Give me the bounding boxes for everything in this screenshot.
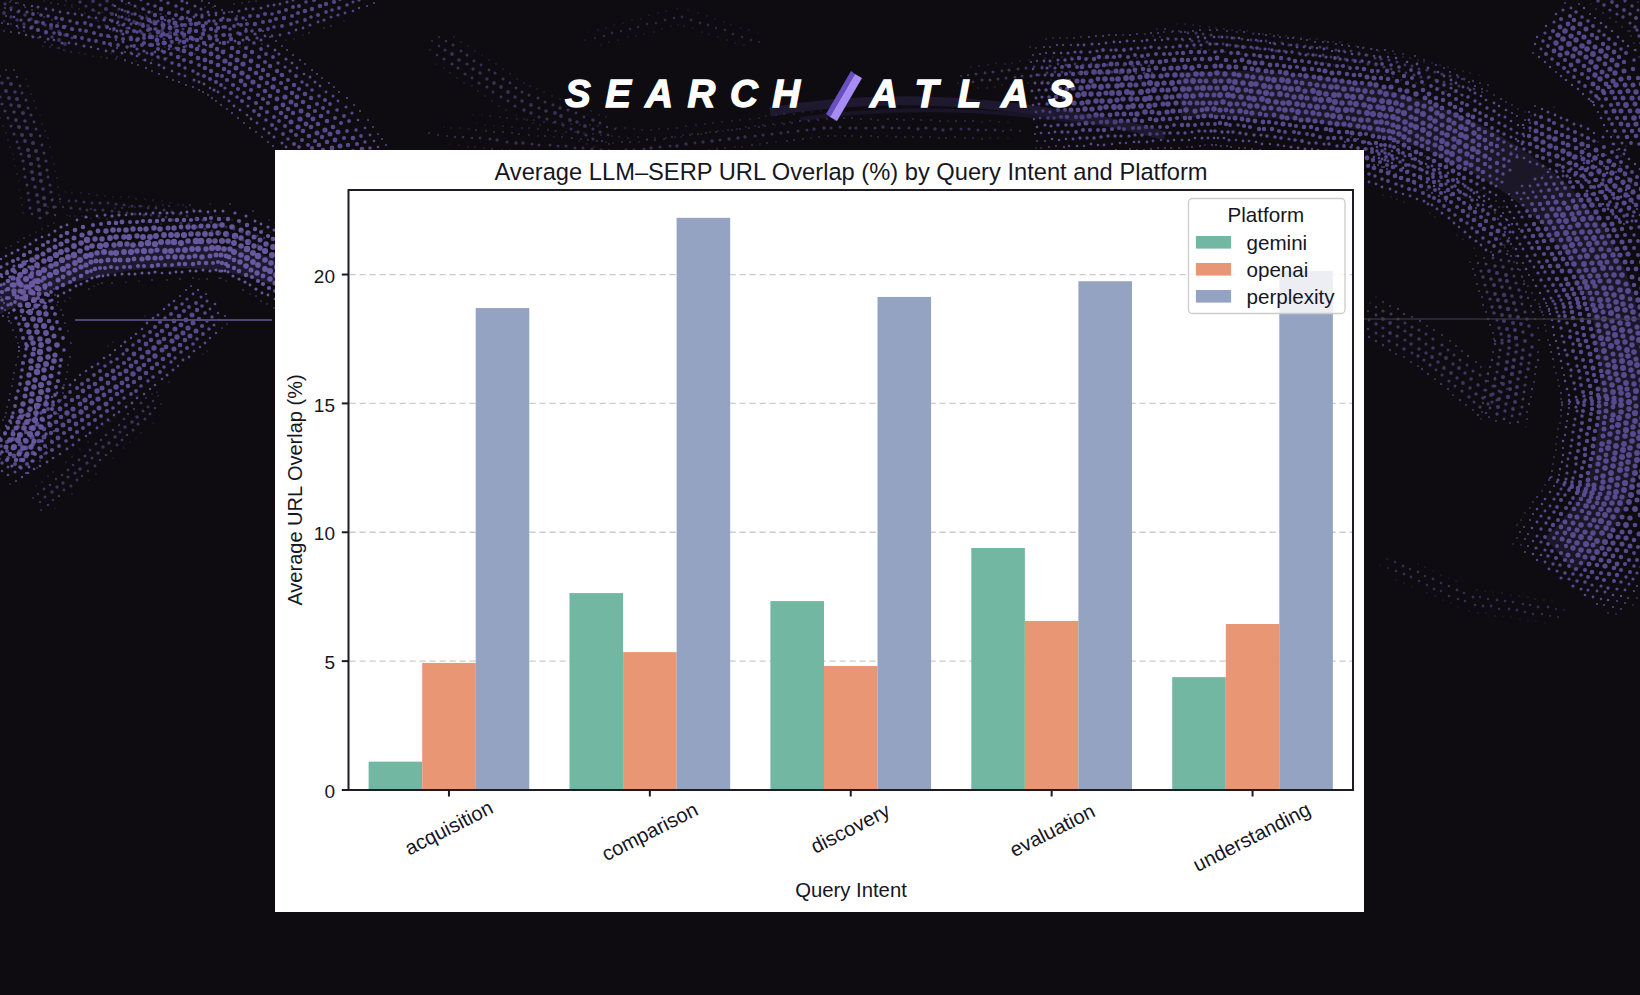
svg-text:Average URL Overlap (%): Average URL Overlap (%) <box>284 374 306 605</box>
svg-text:20: 20 <box>314 266 335 287</box>
svg-text:15: 15 <box>314 395 335 416</box>
svg-text:perplexity: perplexity <box>1247 285 1336 308</box>
svg-text:Average LLM–SERP URL Overlap (: Average LLM–SERP URL Overlap (%) by Quer… <box>494 159 1207 185</box>
svg-text:Platform: Platform <box>1228 203 1305 226</box>
svg-text:ATLAS: ATLAS <box>869 72 1086 115</box>
svg-text:10: 10 <box>314 523 335 544</box>
svg-text:openai: openai <box>1247 258 1309 281</box>
svg-text:gemini: gemini <box>1247 231 1308 254</box>
svg-text:SEARCH: SEARCH <box>565 72 812 115</box>
svg-text:0: 0 <box>324 781 335 802</box>
svg-text:5: 5 <box>324 652 335 673</box>
svg-text:Query Intent: Query Intent <box>795 879 907 901</box>
